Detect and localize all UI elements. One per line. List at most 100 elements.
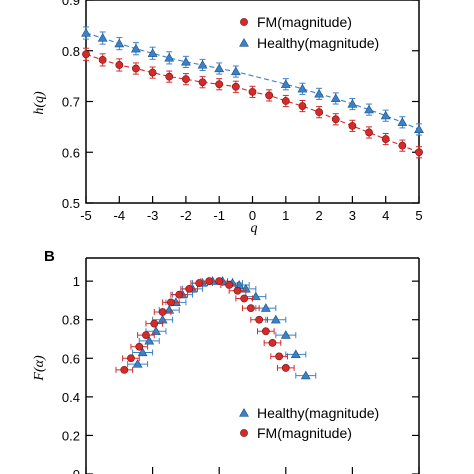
panel-a-data-point: [398, 141, 407, 150]
panel-b-y-tick-label: 1: [73, 274, 80, 289]
panel-b-data-point: [270, 314, 281, 324]
panel-b-y-tick-label: 0.2: [62, 428, 80, 443]
panel-a-y-tick-label: 0.5: [62, 196, 80, 211]
panel-a-data-point: [132, 64, 140, 73]
panel-a-data-point: [215, 80, 224, 89]
panel-a-legend-healthy-label: Healthy(magnitude): [257, 35, 379, 51]
panel-a-data-point: [330, 93, 341, 103]
panel-b-data-point: [281, 364, 290, 372]
panel-a-data-point: [281, 97, 290, 105]
panel-a-data-point: [315, 108, 323, 117]
panel-a-y-axis-label: h(q): [32, 91, 47, 115]
panel-a-data-point: [314, 88, 325, 98]
panel-b-data-point: [275, 352, 284, 361]
panel-b-legend: Healthy(magnitude) FM(magnitude): [239, 405, 379, 441]
panel-a-data-point: [231, 82, 240, 91]
panel-b-data-point: [280, 330, 291, 339]
panel-a-x-axis-label: q: [251, 221, 258, 236]
panel-a-data-point: [181, 75, 190, 84]
panel-b-legend-healthy-marker: [239, 407, 249, 417]
panel-b-data-point: [132, 359, 143, 368]
panel-b-legend-fm-label: FM(magnitude): [257, 425, 352, 441]
panel-a-x-tick-label: -2: [180, 208, 192, 223]
panel-a-data-point: [397, 117, 408, 126]
panel-a-data-point: [115, 61, 124, 69]
panel-b-data-point: [135, 342, 144, 351]
panel-b-data-point: [246, 304, 255, 313]
panel-a-hq-chart: 0.50.60.70.80.9 -5 -4 -3 -2 -1 0 1 2 3 4 5 h(q) q …: [32, 0, 424, 236]
panel-a-data-point: [364, 104, 374, 114]
panel-b-series: [115, 276, 317, 380]
panel-b-data-point: [127, 354, 135, 363]
panel-b-y-tick-label: 0.6: [62, 351, 80, 366]
panel-a-data-point: [297, 83, 308, 93]
panel-a-data-point: [331, 115, 340, 124]
panel-b-y-ticks: 0 0.2 0.4 0.6 0.8 1: [62, 274, 419, 474]
panel-a-x-tick-label: 3: [349, 208, 356, 223]
panel-a-data-point: [97, 33, 108, 42]
panel-b-data-point: [167, 298, 175, 307]
panel-a-data-point: [265, 91, 274, 100]
panel-b-y-tick-label: 0.8: [62, 313, 80, 328]
panel-b-data-point: [158, 308, 167, 316]
panel-a-x-tick-label: 4: [382, 208, 389, 223]
panel-b-x-ticks: [85, 467, 420, 474]
panel-b-data-point: [175, 290, 184, 299]
panel-a-data-point: [248, 87, 257, 96]
panel-a-x-tick-label: 1: [282, 208, 289, 223]
panel-a-y-ticks: 0.5 0.6 0.7 0.8 0.9: [62, 0, 419, 211]
panel-a-plot-frame: [85, 0, 420, 204]
panel-b-legend-fm-marker: [240, 429, 248, 437]
panel-a-data-point: [131, 43, 141, 53]
panel-a-data-point: [180, 56, 191, 66]
panel-b-data-point: [255, 315, 264, 324]
panel-a-legend-healthy-symbol: [239, 37, 249, 47]
panel-a-x-tick-label: 0: [249, 208, 256, 223]
panel-a-data-point: [147, 48, 158, 57]
panel-a-data-point: [82, 50, 90, 59]
panel-a-x-tick-label: -3: [147, 208, 159, 223]
panel-a-data-point: [415, 148, 423, 157]
panel-a-legend-fm-marker: [240, 18, 248, 26]
panel-b-data-point: [250, 291, 261, 301]
panel-a-data-point: [380, 110, 391, 120]
panel-b-data-point: [260, 303, 271, 312]
panel-b-falpha-chart: B 0 0.2 0.4 0.6 0.8 1 F(α) Healthy(magnitude)…: [32, 248, 420, 474]
panel-a-y-tick-label: 0.9: [62, 0, 80, 8]
panel-b-data-point: [185, 284, 194, 293]
panel-b-data-point: [261, 327, 270, 336]
panel-a-data-point: [347, 99, 358, 108]
panel-b-data-point: [215, 277, 224, 286]
panel-a-legend-healthy-marker: [239, 37, 249, 47]
panel-b-legend-fm-symbol: [240, 429, 248, 437]
panel-a-data-point: [365, 128, 373, 137]
panel-a-data-point: [348, 121, 357, 130]
panel-a-data-point: [81, 27, 91, 37]
panel-a-legend-fm-label: FM(magnitude): [257, 14, 352, 30]
panel-b-data-point: [120, 365, 129, 374]
panel-a-x-ticks: -5 -4 -3 -2 -1 0 1 2 3 4 5: [80, 196, 423, 223]
panel-a-data-point: [114, 38, 125, 48]
panel-b-data-point: [195, 279, 204, 287]
panel-a-x-tick-label: 5: [415, 208, 422, 223]
panel-b-data-point: [151, 326, 161, 335]
panel-b-data-point: [240, 294, 249, 303]
panel-a-data-point: [280, 79, 291, 88]
panel-b-data-point: [142, 331, 150, 340]
panel-b-data-point: [233, 286, 242, 295]
panel-b-data-point: [290, 349, 301, 359]
panel-b-data-point: [268, 338, 277, 347]
panel-b-data-point: [144, 335, 155, 345]
panel-b-data-point: [300, 370, 311, 380]
panel-b-legend-healthy-label: Healthy(magnitude): [257, 405, 379, 421]
panel-b-y-axis-label: F(α): [32, 355, 47, 382]
panel-a-data-point: [148, 68, 157, 77]
panel-a-x-tick-label: 2: [315, 208, 322, 223]
panel-a-data-point: [197, 59, 208, 69]
panel-b-data-point: [150, 319, 159, 328]
panel-a-data-point: [414, 124, 424, 134]
panel-a-legend-fm-symbol: [240, 18, 248, 26]
panel-b-letter: B: [44, 248, 55, 265]
panel-a-y-tick-label: 0.8: [62, 44, 80, 59]
